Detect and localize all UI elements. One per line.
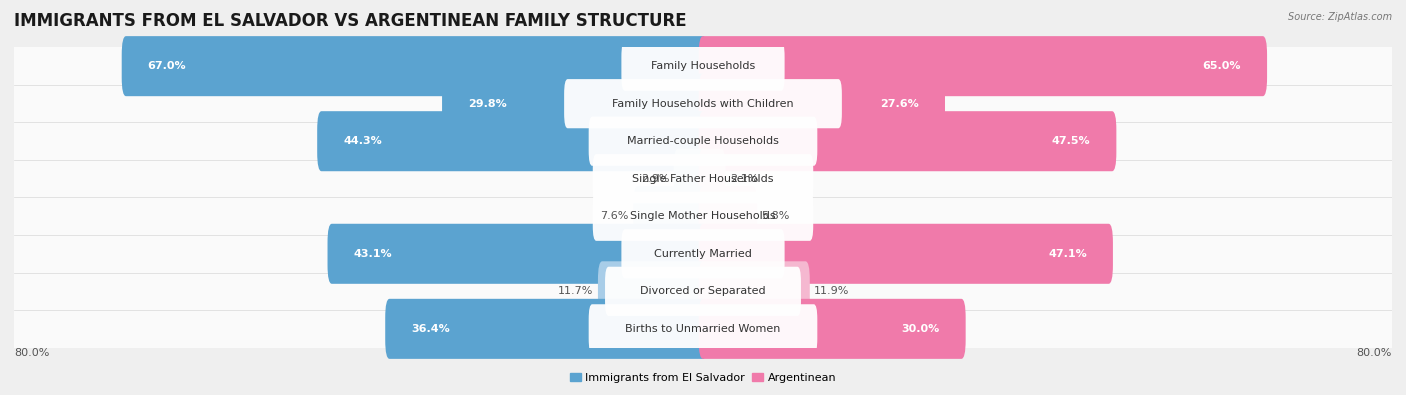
FancyBboxPatch shape: [328, 224, 707, 284]
Text: 11.9%: 11.9%: [814, 286, 849, 296]
FancyBboxPatch shape: [593, 192, 813, 241]
FancyBboxPatch shape: [589, 117, 817, 166]
Text: Births to Unmarried Women: Births to Unmarried Women: [626, 324, 780, 334]
FancyBboxPatch shape: [699, 186, 758, 246]
Text: 43.1%: 43.1%: [353, 249, 392, 259]
FancyBboxPatch shape: [699, 224, 1114, 284]
Text: 65.0%: 65.0%: [1202, 61, 1241, 71]
FancyBboxPatch shape: [10, 198, 1396, 235]
Legend: Immigrants from El Salvador, Argentinean: Immigrants from El Salvador, Argentinean: [565, 368, 841, 387]
Text: Source: ZipAtlas.com: Source: ZipAtlas.com: [1288, 12, 1392, 22]
Text: 80.0%: 80.0%: [1357, 348, 1392, 358]
FancyBboxPatch shape: [621, 229, 785, 278]
FancyBboxPatch shape: [10, 122, 1396, 160]
FancyBboxPatch shape: [122, 36, 707, 96]
FancyBboxPatch shape: [10, 85, 1396, 122]
Text: 80.0%: 80.0%: [14, 348, 49, 358]
FancyBboxPatch shape: [589, 304, 817, 354]
Text: Currently Married: Currently Married: [654, 249, 752, 259]
Text: 2.1%: 2.1%: [730, 174, 758, 184]
FancyBboxPatch shape: [699, 36, 1267, 96]
Text: 36.4%: 36.4%: [411, 324, 450, 334]
Text: 47.1%: 47.1%: [1049, 249, 1087, 259]
FancyBboxPatch shape: [318, 111, 707, 171]
FancyBboxPatch shape: [699, 299, 966, 359]
Text: Single Mother Households: Single Mother Households: [630, 211, 776, 221]
Text: 44.3%: 44.3%: [343, 136, 382, 146]
FancyBboxPatch shape: [598, 261, 707, 322]
FancyBboxPatch shape: [593, 154, 813, 203]
FancyBboxPatch shape: [699, 73, 945, 134]
FancyBboxPatch shape: [10, 310, 1396, 348]
Text: Family Households with Children: Family Households with Children: [612, 99, 794, 109]
FancyBboxPatch shape: [564, 79, 842, 128]
Text: 11.7%: 11.7%: [558, 286, 593, 296]
FancyBboxPatch shape: [10, 273, 1396, 310]
Text: 30.0%: 30.0%: [901, 324, 939, 334]
Text: 47.5%: 47.5%: [1052, 136, 1091, 146]
FancyBboxPatch shape: [605, 267, 801, 316]
Text: IMMIGRANTS FROM EL SALVADOR VS ARGENTINEAN FAMILY STRUCTURE: IMMIGRANTS FROM EL SALVADOR VS ARGENTINE…: [14, 12, 686, 30]
Text: Single Father Households: Single Father Households: [633, 174, 773, 184]
Text: Married-couple Households: Married-couple Households: [627, 136, 779, 146]
Text: 29.8%: 29.8%: [468, 99, 506, 109]
Text: 2.9%: 2.9%: [641, 174, 669, 184]
Text: 7.6%: 7.6%: [600, 211, 628, 221]
Text: 27.6%: 27.6%: [880, 99, 920, 109]
FancyBboxPatch shape: [699, 111, 1116, 171]
FancyBboxPatch shape: [10, 47, 1396, 85]
FancyBboxPatch shape: [385, 299, 707, 359]
FancyBboxPatch shape: [10, 235, 1396, 273]
FancyBboxPatch shape: [673, 149, 707, 209]
FancyBboxPatch shape: [633, 186, 707, 246]
Text: Divorced or Separated: Divorced or Separated: [640, 286, 766, 296]
FancyBboxPatch shape: [441, 73, 707, 134]
Text: 67.0%: 67.0%: [148, 61, 186, 71]
FancyBboxPatch shape: [699, 261, 810, 322]
Text: Family Households: Family Households: [651, 61, 755, 71]
FancyBboxPatch shape: [621, 41, 785, 91]
FancyBboxPatch shape: [10, 160, 1396, 198]
Text: 5.8%: 5.8%: [762, 211, 790, 221]
FancyBboxPatch shape: [699, 149, 725, 209]
